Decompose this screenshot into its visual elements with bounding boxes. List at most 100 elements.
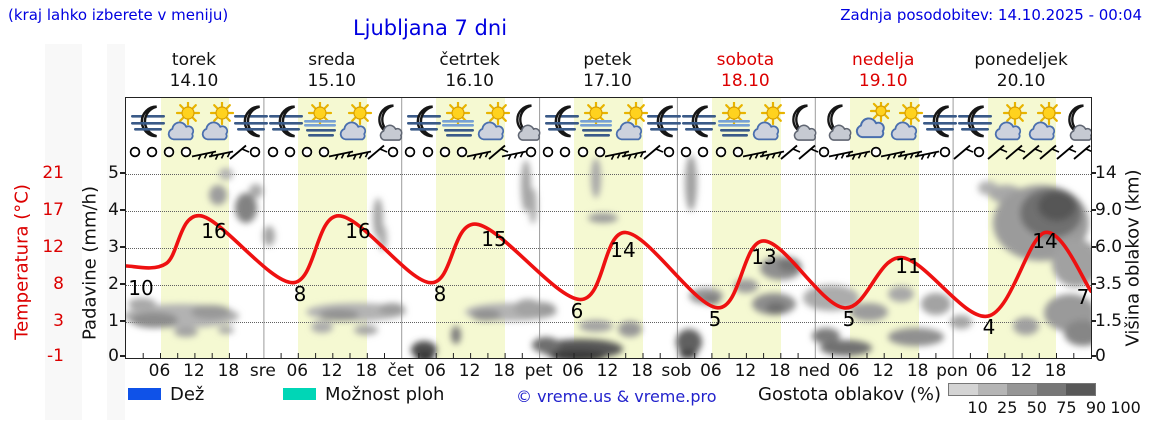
temperature-value-label: 16 xyxy=(201,219,227,243)
time-label: 06 xyxy=(700,361,722,381)
time-label: 18 xyxy=(493,361,515,381)
day-header-sreda: sreda 15.10 xyxy=(263,50,401,94)
rain-legend-label: Dež xyxy=(170,384,205,405)
tick-label: 12 xyxy=(42,237,64,257)
sun-fog-icon xyxy=(578,100,614,142)
wind-barb-icon xyxy=(794,143,820,161)
wind-calm-icon xyxy=(177,143,203,161)
wind-calm-icon xyxy=(315,143,341,161)
wind-calm-icon xyxy=(246,143,272,161)
tick-label: 14 xyxy=(1095,163,1117,183)
sun-cloud-icon xyxy=(1026,100,1062,142)
moon-fog-icon xyxy=(406,102,442,142)
grid-line xyxy=(126,285,1091,286)
wind-barb-icon xyxy=(466,143,492,161)
day-name: sobota xyxy=(716,50,775,70)
moon-fog-icon xyxy=(646,102,682,142)
moon-fog-icon xyxy=(681,102,717,142)
rain-legend-swatch xyxy=(128,388,161,400)
axis-tick-mark xyxy=(1091,209,1096,211)
time-label: 06 xyxy=(837,361,860,381)
cloud-sun-icon xyxy=(854,99,892,142)
time-label: 12 xyxy=(872,361,895,381)
temperature-value-label: 4 xyxy=(982,315,996,339)
moon-fog-icon xyxy=(268,102,304,142)
tick-label: 8 xyxy=(53,274,64,294)
wind-calm-icon xyxy=(694,143,720,161)
day-abbr-label: pet xyxy=(524,361,553,381)
sun-cloud-icon xyxy=(750,100,786,142)
moon-cloud-icon xyxy=(508,102,544,142)
wind-calm-icon xyxy=(401,143,427,161)
wind-calm-icon xyxy=(660,143,686,161)
wind-calm-icon xyxy=(522,143,548,161)
day-abbr-label: sob xyxy=(661,361,692,381)
sun-cloud-icon xyxy=(165,100,201,142)
cloud-cover-field xyxy=(126,155,1091,358)
axis-tick-mark xyxy=(1091,320,1096,322)
density-value-label: 90 xyxy=(1085,398,1107,417)
temperature-value-label: 5 xyxy=(842,307,856,331)
moon-cloud-icon xyxy=(1060,102,1091,142)
sun-cloud-icon xyxy=(475,100,511,142)
wind-barb-icon xyxy=(1035,143,1061,161)
time-label: 12 xyxy=(458,361,481,381)
wind-barb-icon xyxy=(225,143,251,161)
wind-calm-icon xyxy=(436,143,462,161)
density-segment xyxy=(1065,384,1096,395)
sun-fog-icon xyxy=(302,100,338,142)
day-date: 18.10 xyxy=(721,71,770,91)
temperature-value-label: 8 xyxy=(433,282,447,306)
wind-barb-icon xyxy=(208,143,234,161)
axis-tick-mark xyxy=(120,283,125,285)
wind-barb-icon xyxy=(501,143,527,161)
axis-tick-mark xyxy=(120,246,125,248)
day-date: 20.10 xyxy=(996,71,1046,91)
wind-barb-icon xyxy=(346,143,372,161)
axis-tick-mark xyxy=(1091,172,1096,174)
day-abbr-label: sre xyxy=(249,361,276,381)
wind-barb-icon xyxy=(484,143,510,161)
clouds-and-temperature-layer xyxy=(126,98,1091,358)
time-label: 06 xyxy=(148,361,171,381)
temperature-value-label: 10 xyxy=(128,276,154,300)
temperature-value-label: 6 xyxy=(570,299,584,323)
wind-calm-icon xyxy=(126,143,152,161)
day-abbr-label: ned xyxy=(798,361,831,381)
day-name: petek xyxy=(583,50,632,70)
tick-label: 6.0 xyxy=(1095,237,1123,257)
copyright-link[interactable]: © vreme.us & vreme.pro xyxy=(516,387,717,406)
tick-label: 3.5 xyxy=(1095,274,1123,294)
wind-calm-icon xyxy=(729,143,755,161)
day-header-torek: torek 14.10 xyxy=(125,50,263,94)
wind-calm-icon xyxy=(298,143,324,161)
axis-tick-mark xyxy=(1091,283,1096,285)
grid-line xyxy=(126,174,1091,175)
tick-label: 5 xyxy=(108,163,119,183)
time-label: 12 xyxy=(320,361,343,381)
daytime-strip xyxy=(574,98,643,358)
temperature-value-label: 7 xyxy=(1076,285,1090,309)
wind-calm-icon xyxy=(419,143,445,161)
wind-barb-icon xyxy=(191,143,217,161)
tick-label: 21 xyxy=(42,163,64,183)
time-label: 18 xyxy=(355,361,378,381)
day-date: 16.10 xyxy=(445,71,494,91)
wind-calm-icon xyxy=(815,143,841,161)
wind-barb-icon xyxy=(776,143,802,161)
density-segment xyxy=(949,384,979,395)
time-label: 06 xyxy=(286,361,309,381)
sun-cloud-icon xyxy=(337,100,373,142)
moon-fog-icon xyxy=(957,102,993,142)
midnight-gridlines xyxy=(263,98,954,358)
day-date: 14.10 xyxy=(169,71,219,91)
day-header-četrtek: četrtek 16.10 xyxy=(401,50,539,94)
tick-label: 0 xyxy=(108,346,119,366)
sun-fog-icon xyxy=(716,100,752,142)
tick-label: 3 xyxy=(108,237,119,257)
showers-legend-label: Možnost ploh xyxy=(325,384,445,405)
time-label: 12 xyxy=(183,361,205,381)
temperature-value-label: 5 xyxy=(708,307,722,331)
axis-tick-mark xyxy=(120,172,125,174)
time-label: 18 xyxy=(906,361,929,381)
